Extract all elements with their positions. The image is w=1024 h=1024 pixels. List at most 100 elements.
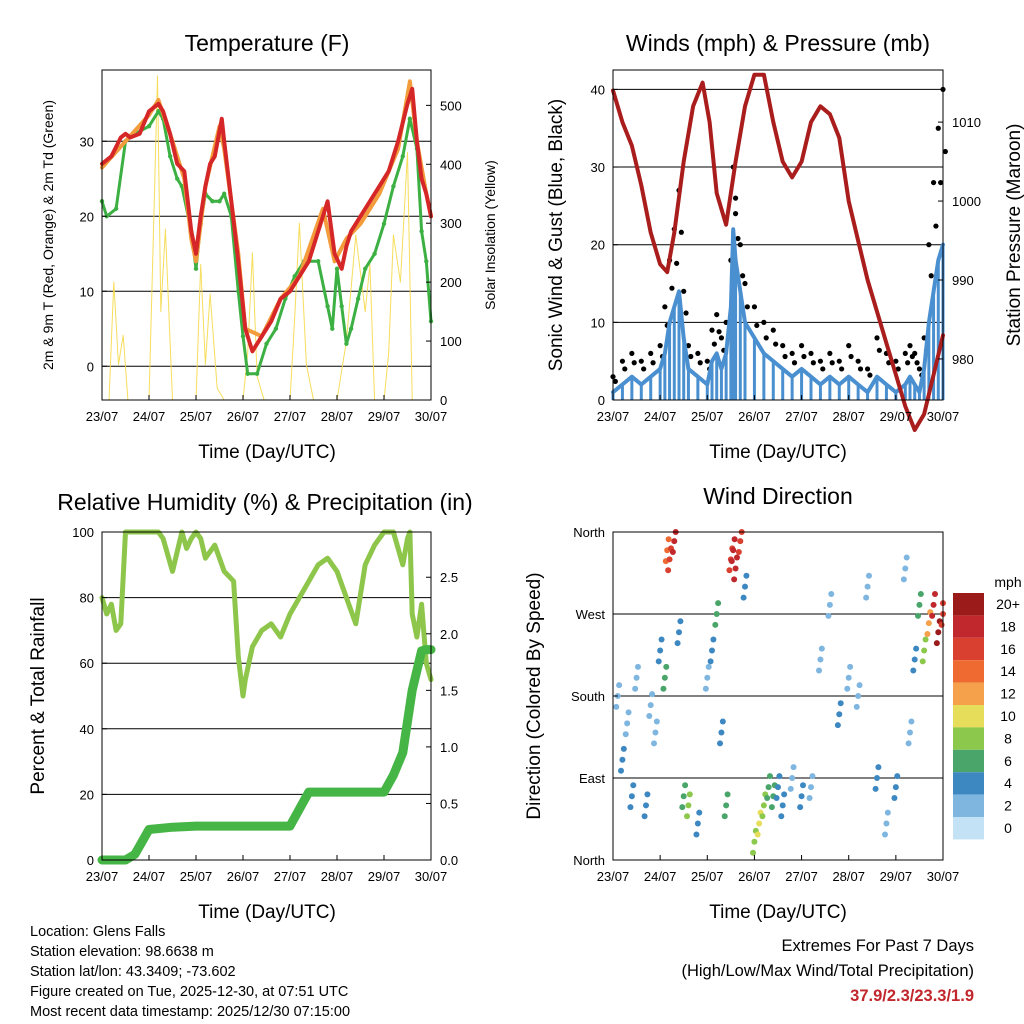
direction-point <box>616 682 623 689</box>
colorbar-swatch <box>953 772 984 795</box>
direction-point <box>938 621 945 628</box>
direction-point <box>740 594 747 601</box>
station-location: Location: Glens Falls <box>30 924 166 940</box>
direction-point <box>630 782 637 789</box>
x-tick-label: 26/07 <box>227 869 260 884</box>
gust-point <box>782 353 788 360</box>
wind-direction-x-ticks: 23/07 24/07 25/07 26/07 27/07 28/07 29/07 30/07 <box>597 855 960 884</box>
x-tick-label: 28/07 <box>321 869 354 884</box>
gust-point <box>612 378 618 384</box>
gust-point <box>622 366 628 372</box>
direction-point <box>798 793 805 800</box>
humidity-plot-frame <box>101 531 432 861</box>
direction-point <box>826 601 833 608</box>
station-info: Location: Glens Falls Station elevation:… <box>30 922 350 1022</box>
y-tick-label: South <box>571 689 605 704</box>
direction-point <box>908 718 915 725</box>
y2-tick-label: 1.0 <box>440 740 458 755</box>
gust-point <box>780 343 786 349</box>
direction-point <box>750 849 757 856</box>
direction-point <box>661 674 668 681</box>
colorbar-label: 14 <box>1000 663 1016 679</box>
direction-point <box>797 804 804 811</box>
direction-point <box>730 547 737 554</box>
direction-point <box>657 647 664 654</box>
x-tick-label: 24/07 <box>644 869 677 884</box>
winds-xlabel: Time (Day/UTC) <box>709 442 847 463</box>
gust-point <box>798 343 805 349</box>
gust-point <box>761 319 767 325</box>
direction-point <box>713 611 720 617</box>
direction-point <box>663 663 670 670</box>
colorbar-label: 20+ <box>996 596 1020 612</box>
direction-point <box>684 813 691 820</box>
x-tick-label: 25/07 <box>691 409 724 424</box>
direction-point <box>686 791 693 798</box>
direction-point <box>665 536 672 543</box>
direction-point <box>768 804 775 811</box>
direction-point <box>764 795 771 802</box>
y2-tick-label: 1000 <box>952 194 981 209</box>
gust-point <box>732 211 739 217</box>
gust-point <box>732 195 739 201</box>
direction-point <box>828 590 835 597</box>
x-tick-label: 26/07 <box>738 869 771 884</box>
dewpoint-point <box>400 154 405 159</box>
gust-point <box>773 341 779 347</box>
x-tick-label: 25/07 <box>180 869 213 884</box>
y2-tick-label: 0.0 <box>440 853 458 868</box>
gust-point <box>876 347 882 353</box>
direction-point <box>669 549 676 556</box>
gust-point <box>716 329 722 335</box>
dewpoint-point <box>292 274 297 279</box>
colorbar-label: 16 <box>1000 641 1016 657</box>
direction-point <box>929 612 936 619</box>
direction-point <box>775 784 781 791</box>
x-tick-label: 30/07 <box>927 869 960 884</box>
direction-point <box>652 729 659 736</box>
y-tick-label: 20 <box>80 787 94 802</box>
gust-point <box>683 310 689 316</box>
direction-point <box>806 795 813 802</box>
direction-point <box>874 775 880 781</box>
y-tick-label: 80 <box>80 591 94 606</box>
precip-line <box>97 645 436 865</box>
direction-point <box>696 809 703 816</box>
temperature-x-ticks: 23/07 24/07 25/07 26/07 27/07 28/07 29/07 30/07 <box>86 395 448 424</box>
direction-point <box>922 636 929 643</box>
colorbar-title: mph <box>994 574 1021 590</box>
direction-point <box>781 791 788 798</box>
dewpoint-point <box>146 124 152 129</box>
direction-point <box>724 791 731 798</box>
direction-point <box>719 718 726 725</box>
direction-point <box>816 667 823 674</box>
temperature-panel: Temperature (F) 0 10 20 30 0 100 200 300 400 500… <box>40 30 498 463</box>
direction-point <box>628 793 635 800</box>
gust-point <box>718 335 725 341</box>
direction-point <box>790 764 797 771</box>
y-tick-label: East <box>579 771 605 786</box>
direction-point <box>728 558 735 565</box>
dewpoint-point <box>344 341 349 346</box>
direction-point <box>660 685 667 692</box>
direction-point <box>754 831 761 838</box>
wind-direction-panel: Wind Direction North East South West North 2… <box>524 483 1022 923</box>
direction-point <box>894 773 901 780</box>
direction-point <box>666 556 673 563</box>
dewpoint-point <box>222 191 227 196</box>
winds-title: Winds (mph) & Pressure (mb) <box>626 30 930 56</box>
x-tick-label: 30/07 <box>927 409 960 424</box>
gust-point <box>674 260 680 266</box>
gust-point <box>737 242 743 248</box>
direction-point <box>844 685 851 692</box>
direction-point <box>766 773 773 780</box>
x-tick-label: 23/07 <box>86 869 119 884</box>
direction-point <box>618 767 625 774</box>
gust-point <box>930 179 937 186</box>
humidity-gridlines <box>102 531 431 861</box>
pressure-ylabel: Station Pressure (Maroon) <box>1004 124 1024 347</box>
direction-point <box>892 784 899 791</box>
recent-timestamp: Most recent data timestamp: 2025/12/30 0… <box>30 1004 351 1020</box>
direction-point <box>903 554 910 561</box>
x-tick-label: 30/07 <box>415 409 448 424</box>
